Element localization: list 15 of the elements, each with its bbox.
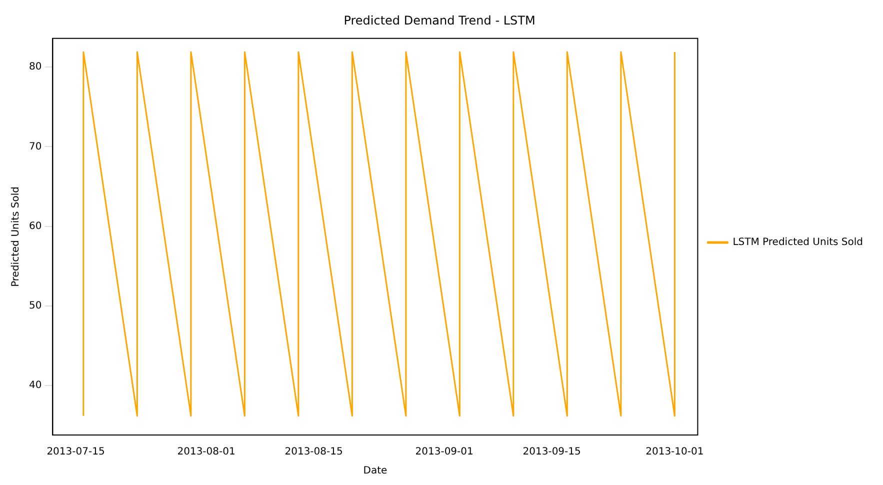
legend-label: LSTM Predicted Units Sold — [732, 237, 864, 248]
x-tick-label: 2013-09-15 — [522, 446, 581, 458]
x-tick-label: 2013-08-01 — [177, 446, 236, 458]
y-tick-label: 40 — [28, 380, 42, 392]
x-tick-label: 2013-10-01 — [646, 446, 704, 458]
x-axis-title: Date — [363, 466, 388, 477]
y-tick-label: 60 — [28, 220, 42, 232]
y-tick-label: 50 — [28, 300, 42, 312]
x-tick-label: 2013-08-15 — [284, 446, 343, 458]
y-tick-label: 70 — [28, 141, 42, 152]
x-tick-label: 2013-07-15 — [46, 446, 105, 458]
y-axis-title: Predicted Units Sold — [10, 186, 22, 287]
y-tick-label: 80 — [28, 62, 42, 73]
x-tick-label: 2013-09-01 — [415, 446, 474, 458]
chart-title: Predicted Demand Trend - LSTM — [344, 13, 536, 28]
